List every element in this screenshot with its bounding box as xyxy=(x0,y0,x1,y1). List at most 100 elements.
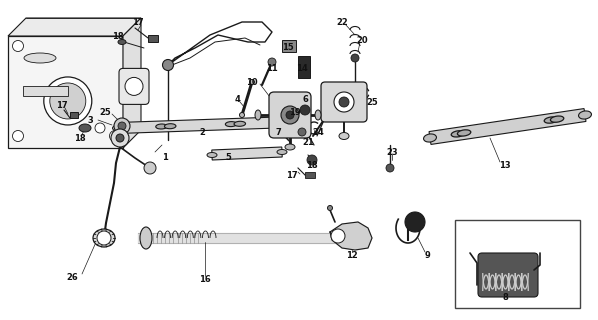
Ellipse shape xyxy=(315,110,321,120)
Polygon shape xyxy=(8,36,123,148)
Text: 8: 8 xyxy=(502,293,508,302)
Circle shape xyxy=(13,41,23,52)
Ellipse shape xyxy=(249,79,255,84)
Circle shape xyxy=(109,131,121,141)
Text: 11: 11 xyxy=(266,63,278,73)
Polygon shape xyxy=(8,18,141,36)
Text: 4: 4 xyxy=(235,95,241,105)
Text: 10: 10 xyxy=(246,77,258,86)
Circle shape xyxy=(331,229,345,243)
Circle shape xyxy=(351,54,359,62)
Circle shape xyxy=(286,111,294,119)
FancyBboxPatch shape xyxy=(119,68,149,104)
Circle shape xyxy=(97,231,111,245)
Text: 18: 18 xyxy=(306,161,318,170)
Circle shape xyxy=(334,92,354,112)
Text: 24: 24 xyxy=(312,127,324,137)
Ellipse shape xyxy=(255,110,261,120)
Ellipse shape xyxy=(285,144,295,150)
Polygon shape xyxy=(118,116,292,133)
Ellipse shape xyxy=(550,116,564,122)
Polygon shape xyxy=(212,147,282,160)
Ellipse shape xyxy=(118,39,126,44)
Circle shape xyxy=(111,129,129,147)
Ellipse shape xyxy=(155,124,167,129)
Bar xyxy=(455,220,580,308)
Bar xyxy=(148,35,158,42)
Bar xyxy=(305,172,315,178)
Ellipse shape xyxy=(451,131,465,137)
Ellipse shape xyxy=(164,124,176,129)
Polygon shape xyxy=(429,108,586,144)
Text: 5: 5 xyxy=(225,154,231,163)
Circle shape xyxy=(95,123,105,133)
Circle shape xyxy=(405,212,425,232)
FancyBboxPatch shape xyxy=(269,92,311,138)
Text: 23: 23 xyxy=(386,148,398,156)
Ellipse shape xyxy=(286,119,297,125)
Circle shape xyxy=(163,60,173,70)
Circle shape xyxy=(281,106,299,124)
Polygon shape xyxy=(330,222,372,250)
Ellipse shape xyxy=(79,124,91,132)
Ellipse shape xyxy=(140,227,152,249)
Circle shape xyxy=(300,105,310,115)
Ellipse shape xyxy=(225,122,237,127)
Bar xyxy=(23,86,68,96)
Text: 7: 7 xyxy=(275,127,281,137)
Circle shape xyxy=(268,58,276,66)
Circle shape xyxy=(44,77,92,125)
Circle shape xyxy=(114,118,130,134)
Circle shape xyxy=(144,162,156,174)
Ellipse shape xyxy=(277,149,287,155)
Circle shape xyxy=(307,155,317,165)
Ellipse shape xyxy=(240,113,245,117)
Text: 2: 2 xyxy=(199,127,205,137)
Text: 17: 17 xyxy=(132,18,144,27)
Text: 25: 25 xyxy=(366,98,378,107)
Ellipse shape xyxy=(423,134,437,142)
Ellipse shape xyxy=(112,125,124,131)
Ellipse shape xyxy=(93,229,115,247)
FancyBboxPatch shape xyxy=(478,253,538,297)
Text: 22: 22 xyxy=(336,18,348,27)
Text: 14: 14 xyxy=(296,63,308,73)
Text: 26: 26 xyxy=(66,274,78,283)
Bar xyxy=(70,112,78,118)
Text: 19: 19 xyxy=(289,108,301,116)
Text: 3: 3 xyxy=(87,116,93,124)
Ellipse shape xyxy=(328,205,332,211)
Circle shape xyxy=(298,128,306,136)
Ellipse shape xyxy=(457,130,471,136)
Circle shape xyxy=(125,77,143,95)
Text: 18: 18 xyxy=(74,133,86,142)
Circle shape xyxy=(116,134,124,142)
Text: 21: 21 xyxy=(302,138,314,147)
Ellipse shape xyxy=(578,111,591,119)
FancyBboxPatch shape xyxy=(321,82,367,122)
Text: 6: 6 xyxy=(302,95,308,105)
Text: 1: 1 xyxy=(162,154,168,163)
Circle shape xyxy=(13,131,23,141)
Ellipse shape xyxy=(207,153,217,157)
Text: 20: 20 xyxy=(356,36,368,44)
Polygon shape xyxy=(123,18,141,148)
Text: 9: 9 xyxy=(425,251,431,260)
Text: 17: 17 xyxy=(286,171,298,180)
Ellipse shape xyxy=(544,117,557,123)
Ellipse shape xyxy=(24,53,56,63)
Text: 12: 12 xyxy=(346,251,358,260)
Text: 25: 25 xyxy=(99,108,111,116)
Text: 13: 13 xyxy=(499,161,511,170)
Bar xyxy=(298,56,310,78)
Ellipse shape xyxy=(339,132,349,140)
Circle shape xyxy=(386,164,394,172)
Text: 15: 15 xyxy=(282,44,294,52)
Text: 16: 16 xyxy=(199,276,211,284)
Bar xyxy=(282,40,296,52)
Ellipse shape xyxy=(234,121,246,126)
Circle shape xyxy=(118,122,126,130)
Text: 18: 18 xyxy=(112,31,124,41)
Text: 17: 17 xyxy=(56,100,68,109)
Circle shape xyxy=(339,97,349,107)
